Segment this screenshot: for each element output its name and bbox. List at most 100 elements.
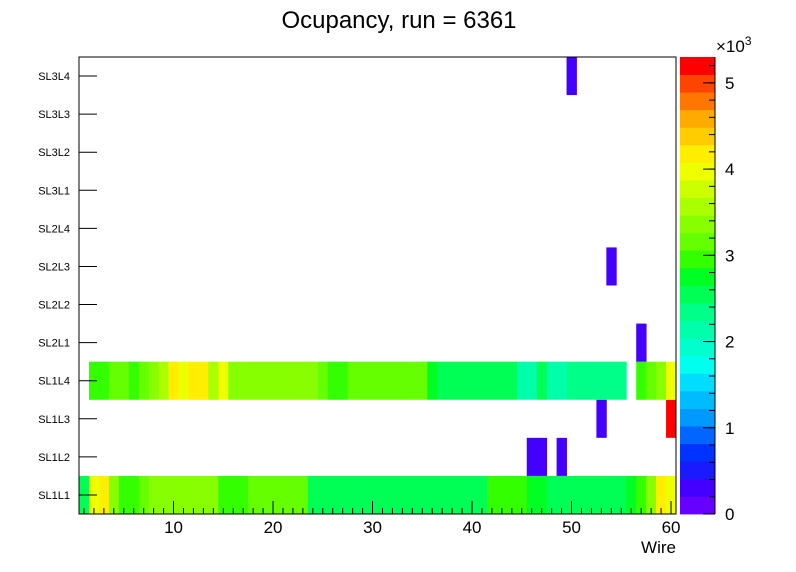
heatmap-cell <box>666 399 677 438</box>
heatmap-cell <box>297 475 309 514</box>
heatmap-cell <box>546 361 557 400</box>
heatmap-cells <box>79 57 677 514</box>
heatmap-cell <box>596 361 607 400</box>
heatmap-cell <box>666 475 677 514</box>
color-scale-segment <box>680 250 715 269</box>
heatmap-cell <box>387 361 398 400</box>
chart-title: Ocupancy, run = 6361 <box>281 7 516 34</box>
color-scale-tick-label: 0 <box>725 505 734 524</box>
heatmap-cell <box>467 361 478 400</box>
heatmap-cell <box>566 475 577 514</box>
heatmap-cell <box>437 361 448 400</box>
heatmap-cell <box>506 361 518 400</box>
heatmap-cell <box>228 475 239 514</box>
heatmap-cell <box>367 475 378 514</box>
heatmap-cell <box>98 361 110 400</box>
x-tick-label: 10 <box>164 518 183 537</box>
y-tick-label: SL1L4 <box>38 376 70 388</box>
heatmap-cell <box>278 475 289 514</box>
color-scale-segment <box>680 373 715 392</box>
heatmap-cell <box>377 361 388 400</box>
plot-frame <box>78 56 677 515</box>
color-scale-segment <box>680 197 715 216</box>
y-tick-label: SL2L3 <box>38 261 70 273</box>
heatmap-cell <box>208 475 219 514</box>
heatmap-cell <box>337 475 349 514</box>
heatmap-cell <box>287 361 299 400</box>
heatmap-cell <box>307 361 319 400</box>
heatmap-cell <box>636 475 647 514</box>
heatmap-cell <box>108 475 120 514</box>
heatmap-cell <box>546 475 557 514</box>
heatmap-cell <box>178 475 189 514</box>
heatmap-cell <box>218 361 229 400</box>
color-scale-segment <box>680 127 715 146</box>
heatmap-cell <box>198 361 209 400</box>
heatmap-cell <box>646 475 657 514</box>
color-scale-segment <box>680 303 715 322</box>
color-scale-multiplier: ×103 <box>716 34 752 56</box>
color-scale-multiplier-exponent: 3 <box>745 34 752 48</box>
heatmap-cell <box>656 361 667 400</box>
heatmap-cell <box>656 475 667 514</box>
heatmap-cell <box>188 361 199 400</box>
heatmap-cell <box>486 475 498 514</box>
color-scale-segment <box>680 232 715 251</box>
heatmap-cell <box>556 475 567 514</box>
heatmap-cell <box>258 475 269 514</box>
heatmap-cell <box>586 475 597 514</box>
heatmap-cell <box>417 475 428 514</box>
color-scale-segment <box>680 74 715 93</box>
heatmap-cell <box>268 475 279 514</box>
heatmap-cell <box>596 475 607 514</box>
color-scale-tick-label: 5 <box>725 74 734 93</box>
heatmap-cell <box>556 437 567 476</box>
heatmap-cell <box>477 475 488 514</box>
heatmap-cell <box>317 475 329 514</box>
heatmap-cell <box>417 361 428 400</box>
heatmap-cell <box>397 475 408 514</box>
heatmap-cell <box>138 361 150 400</box>
heatmap-cell <box>148 361 159 400</box>
x-tick-label: 50 <box>562 518 581 537</box>
heatmap-cell <box>268 361 279 400</box>
heatmap-cell <box>427 475 438 514</box>
heatmap-cell <box>576 475 587 514</box>
heatmap-cell <box>168 475 179 514</box>
heatmap-cell <box>297 361 309 400</box>
heatmap-cell <box>208 361 219 400</box>
x-tick-label: 30 <box>363 518 382 537</box>
heatmap-cell <box>536 437 548 476</box>
color-scale-tick-label: 4 <box>725 160 734 179</box>
heatmap-cell <box>158 475 169 514</box>
heatmap-cell <box>248 475 259 514</box>
heatmap-cell <box>496 475 508 514</box>
heatmap-cell <box>596 399 607 438</box>
heatmap-cell <box>327 475 339 514</box>
heatmap-cell <box>148 475 159 514</box>
x-tick-label: 60 <box>662 518 681 537</box>
color-scale-segment <box>680 162 715 181</box>
heatmap-cell <box>327 361 339 400</box>
y-tick-label: SL1L2 <box>38 452 70 464</box>
heatmap-cell <box>606 475 617 514</box>
heatmap-cell <box>128 475 140 514</box>
heatmap-cell <box>636 323 647 362</box>
heatmap-cell <box>317 361 329 400</box>
y-tick-label: SL3L1 <box>38 185 70 197</box>
heatmap-cell <box>337 361 349 400</box>
heatmap-cell <box>118 475 130 514</box>
color-scale-segment <box>680 408 715 427</box>
heatmap-cell <box>516 361 528 400</box>
color-scale-tick-label: 2 <box>725 333 734 352</box>
y-tick-label: SL3L4 <box>38 71 70 83</box>
heatmap-cell <box>616 361 627 400</box>
heatmap-cell <box>198 475 209 514</box>
color-scale-segment <box>680 355 715 374</box>
color-scale-segment <box>680 92 715 111</box>
color-scale-segment <box>680 267 715 286</box>
heatmap-cell <box>516 475 528 514</box>
y-tick-label: SL3L3 <box>38 109 70 121</box>
x-tick-label: 20 <box>264 518 283 537</box>
heatmap-cell <box>178 361 189 400</box>
